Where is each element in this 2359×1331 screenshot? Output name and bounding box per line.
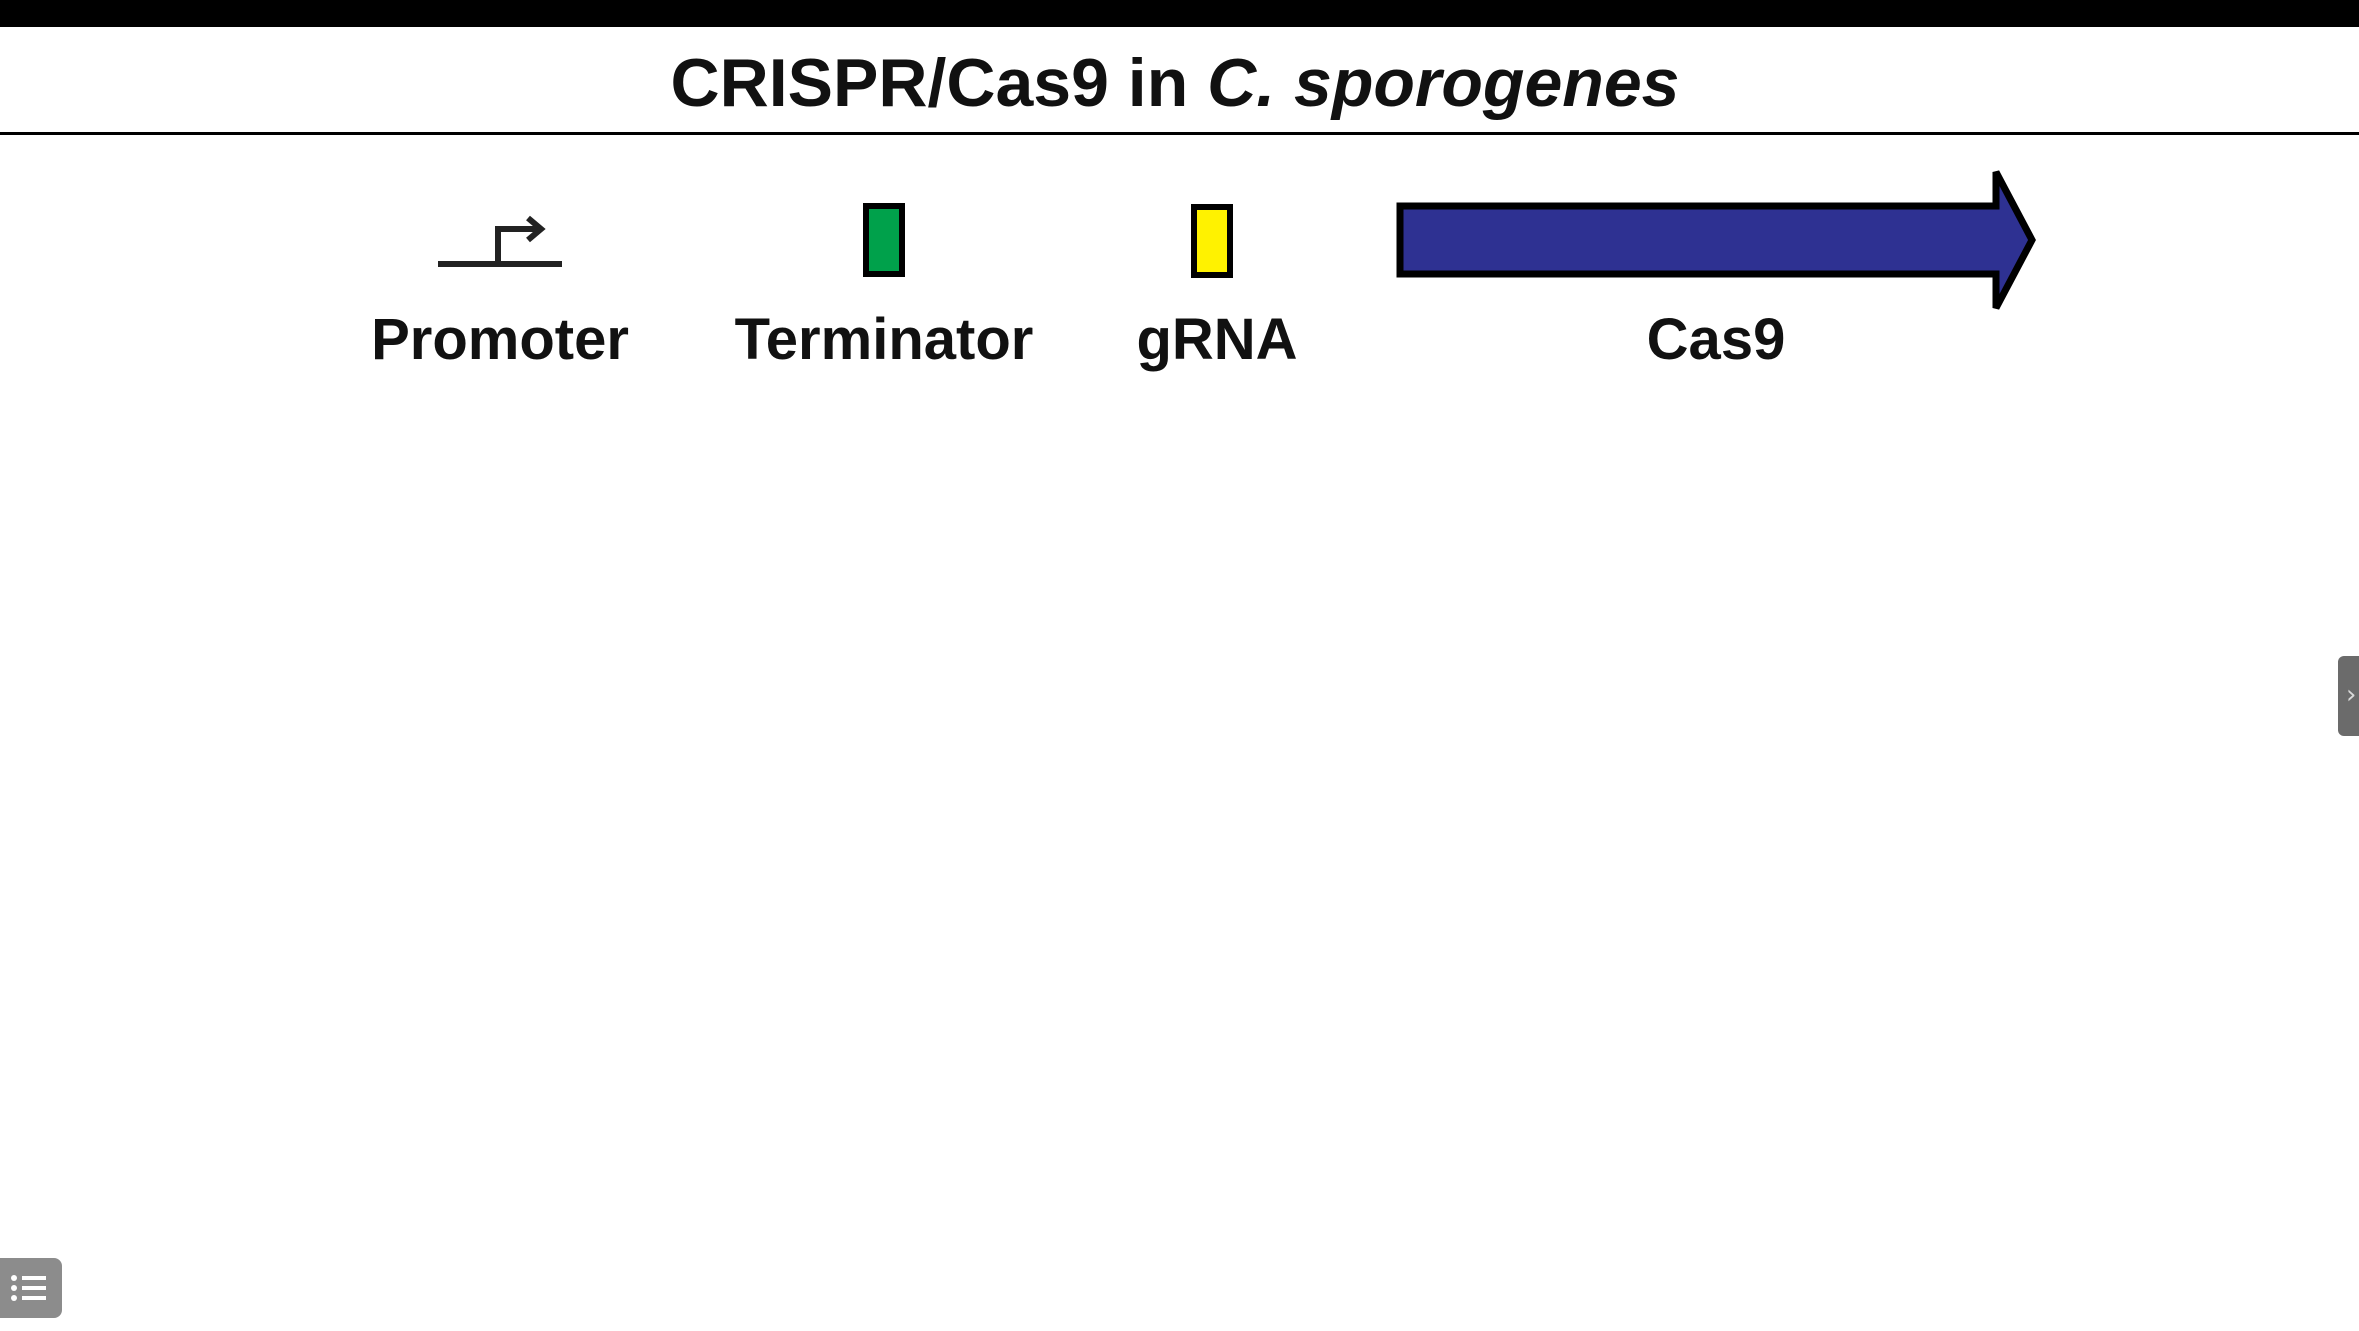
legend-diagram <box>438 170 2036 310</box>
slide-title-italic: C. sporogenes <box>1207 45 1680 121</box>
top-bar <box>0 0 2359 27</box>
outline-list-button[interactable] <box>0 1258 62 1318</box>
cas9-arrow-icon <box>1396 170 2036 310</box>
chevron-right-icon: › <box>2346 680 2357 710</box>
terminator-box-icon <box>863 203 905 277</box>
promoter-arrow-icon <box>438 215 562 267</box>
list-icon <box>11 1275 46 1301</box>
legend-label-promoter: Promoter <box>371 307 629 372</box>
slide-title-plain: CRISPR/Cas9 in <box>670 45 1208 121</box>
legend-label-grna: gRNA <box>1136 307 1298 372</box>
grna-box-icon <box>1191 204 1233 278</box>
slide-title: CRISPR/Cas9 in C. sporogenes <box>0 40 2350 126</box>
legend-label-cas9: Cas9 <box>1646 307 1786 372</box>
legend-label-terminator: Terminator <box>734 307 1034 372</box>
side-panel-toggle[interactable]: › <box>2338 656 2359 736</box>
title-divider <box>0 132 2359 135</box>
